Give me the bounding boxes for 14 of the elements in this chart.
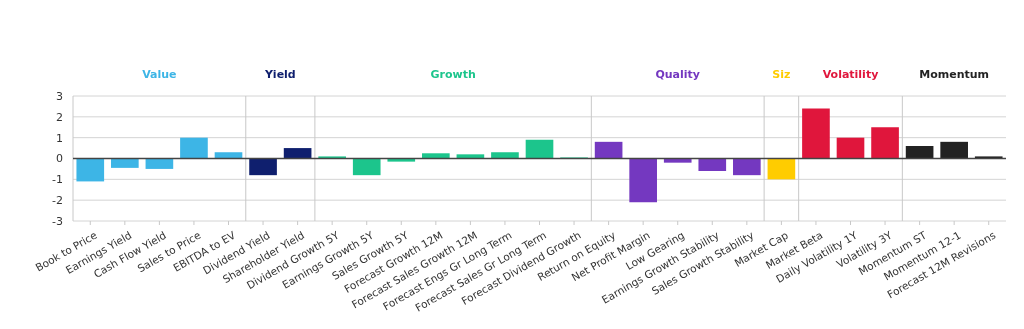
y-tick-label: 1 <box>56 131 63 145</box>
text: Value <box>142 68 177 81</box>
text: Growth <box>430 68 476 81</box>
text: Siz <box>772 68 791 81</box>
y-tick-label: 0 <box>56 152 63 166</box>
y-tick-label: 3 <box>56 89 63 103</box>
text: Volatility <box>822 68 879 81</box>
y-tick-label: -1 <box>52 173 63 187</box>
text: Quality <box>655 68 701 81</box>
y-tick-label: 2 <box>56 110 63 124</box>
text: Yield <box>263 68 296 81</box>
text: Momentum <box>919 68 990 81</box>
y-tick-label: -2 <box>52 194 63 208</box>
y-tick-label: -3 <box>52 214 63 228</box>
